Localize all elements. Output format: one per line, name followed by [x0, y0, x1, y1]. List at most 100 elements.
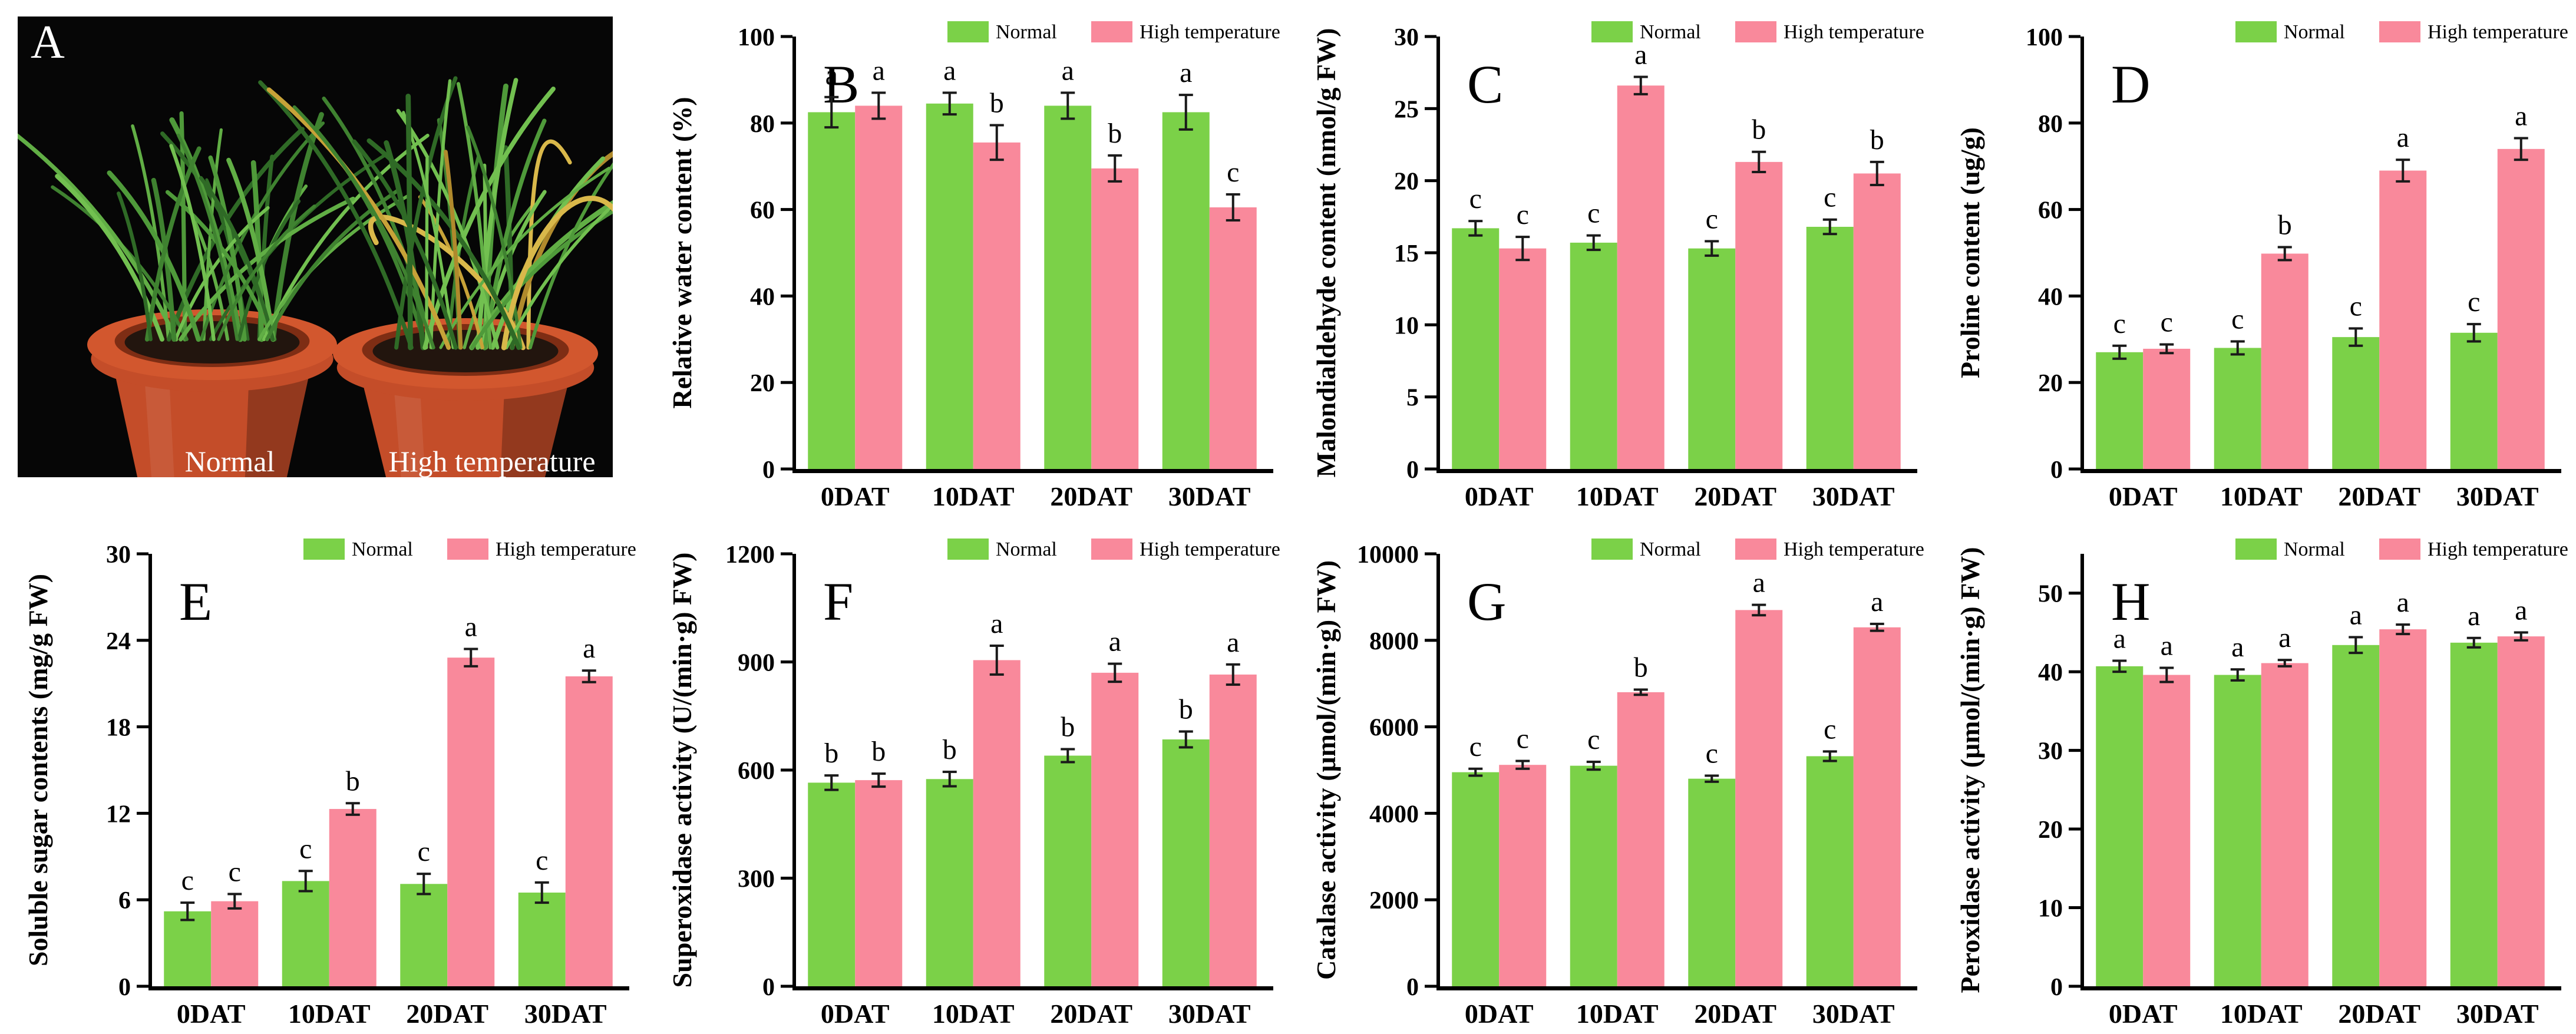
significance-letter: a — [2515, 594, 2527, 626]
y-tick-label: 20 — [2038, 817, 2063, 844]
error-bar — [2165, 344, 2168, 354]
error-bar — [2519, 632, 2522, 640]
grass-blade — [208, 155, 247, 342]
bar-normal — [926, 103, 973, 469]
significance-letter: c — [1706, 738, 1718, 769]
error-cap-bottom — [2349, 652, 2363, 655]
error-cap-top — [1108, 154, 1122, 157]
error-cap-bottom — [1515, 767, 1530, 770]
error-bar — [2354, 637, 2357, 653]
y-tick-label: 30 — [106, 541, 131, 569]
error-cap-bottom — [534, 901, 549, 904]
error-cap-top — [2514, 631, 2528, 634]
chart-root: 0 20 40 60 80 100 Proline content (ug/g) D 0DAT c… — [1955, 21, 2568, 511]
plants-photo — [18, 16, 613, 477]
error-cap-bottom — [942, 113, 957, 116]
error-cap-top — [989, 644, 1004, 647]
grass-blade — [199, 176, 275, 342]
error-cap-top — [1108, 662, 1122, 665]
significance-letter: c — [1587, 198, 1600, 229]
significance-letter: c — [229, 856, 241, 887]
error-cap-top — [2466, 636, 2481, 639]
grass-blade — [217, 204, 316, 341]
significance-letter: c — [536, 845, 548, 876]
legend-swatch-normal — [303, 539, 345, 560]
panel-letter-a: A — [31, 16, 65, 68]
bar-high-temperature — [1499, 248, 1547, 469]
significance-letter: c — [2113, 308, 2126, 339]
y-tick-label: 6000 — [1369, 715, 1419, 742]
error-cap-top — [989, 124, 1004, 127]
legend-label-high: High temperature — [2428, 21, 2568, 43]
significance-letter: c — [1587, 724, 1600, 755]
error-bar — [304, 871, 307, 891]
y-tick-label: 100 — [2026, 24, 2063, 51]
y-axis-line — [2080, 554, 2084, 990]
bar-high-temperature — [2261, 663, 2309, 986]
error-cap-bottom — [1468, 774, 1483, 777]
error-cap-bottom — [417, 893, 431, 896]
error-cap-bottom — [2514, 639, 2528, 642]
error-bar — [186, 903, 189, 920]
y-tick — [781, 985, 792, 988]
x-tick-label: 30DAT — [1168, 999, 1251, 1029]
significance-letter: b — [1061, 712, 1075, 743]
error-cap-top — [2277, 246, 2292, 249]
error-bar — [1231, 664, 1234, 685]
y-tick — [781, 768, 792, 772]
significance-letter: a — [2515, 100, 2527, 131]
grass-blade — [322, 96, 434, 350]
error-cap-top — [2112, 659, 2127, 662]
y-tick — [1425, 898, 1436, 901]
error-cap-bottom — [298, 890, 313, 893]
y-tick — [2069, 294, 2080, 298]
y-tick — [1425, 251, 1436, 255]
grass-blade — [529, 162, 613, 349]
y-tick-label: 10 — [2038, 896, 2063, 923]
significance-letter: b — [1108, 118, 1122, 149]
bar-high-temperature — [565, 676, 613, 986]
x-tick-label: 20DAT — [2338, 481, 2420, 511]
x-tick-label: 10DAT — [2220, 481, 2303, 511]
significance-letter: a — [873, 55, 885, 86]
bar-normal — [1452, 228, 1500, 469]
error-cap-bottom — [989, 673, 1004, 676]
error-cap-top — [1633, 75, 1648, 78]
error-cap-bottom — [1705, 780, 1719, 783]
error-cap-top — [2396, 623, 2410, 626]
legend-swatch-normal — [947, 539, 989, 560]
error-bar — [351, 803, 354, 815]
x-tick-label: 10DAT — [2220, 999, 2303, 1029]
y-tick — [137, 898, 148, 901]
error-cap-bottom — [1586, 249, 1601, 252]
legend-swatch-normal — [1591, 539, 1633, 560]
y-tick — [2069, 749, 2080, 752]
error-cap-top — [871, 91, 886, 94]
y-tick — [2069, 906, 2080, 910]
error-bar — [1710, 775, 1713, 782]
legend-swatch-high — [1735, 539, 1776, 560]
error-bar — [2354, 328, 2357, 346]
y-tick — [2069, 35, 2080, 38]
y-tick-label: 80 — [750, 111, 775, 138]
significance-letter: c — [181, 865, 194, 896]
error-cap-bottom — [2466, 340, 2481, 343]
error-cap-top — [1226, 193, 1240, 196]
y-axis-line — [792, 554, 796, 990]
y-tick — [1425, 35, 1436, 38]
bar-high-temperature — [1499, 765, 1547, 986]
error-cap-top — [1870, 622, 1884, 625]
x-tick-label: 30DAT — [1812, 999, 1895, 1029]
error-bar — [1828, 219, 1831, 234]
error-cap-top — [1822, 218, 1837, 221]
error-bar — [2283, 247, 2286, 260]
x-axis-line — [2080, 469, 2561, 473]
error-bar — [1474, 221, 1477, 236]
legend-swatch-high — [2379, 21, 2420, 42]
grass-blade — [402, 111, 455, 349]
chart-root: 0 10 20 30 40 50 Peroxidase activity (μmol/(mi… — [1955, 539, 2568, 1029]
significance-letter: c — [1469, 183, 1482, 214]
y-tick — [137, 985, 148, 988]
photo-label-normal: Normal — [184, 445, 275, 477]
x-tick-label: 0DAT — [821, 999, 890, 1029]
